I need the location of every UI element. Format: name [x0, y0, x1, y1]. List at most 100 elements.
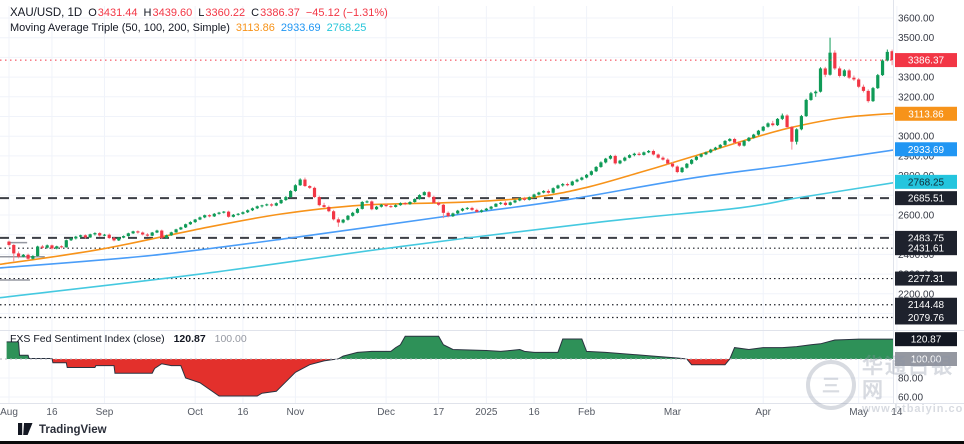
axis-badge: [895, 142, 957, 157]
candle-body: [551, 188, 555, 193]
candle-body: [50, 245, 54, 249]
candle-body: [222, 211, 226, 213]
ohlc-low: L 3360.22: [198, 7, 246, 19]
symbol-title: XAU/USD, 1D: [10, 7, 83, 19]
candle-body: [88, 234, 92, 238]
candle-body: [728, 138, 732, 141]
time-tick-label: 17: [433, 407, 445, 418]
axis-badge: [895, 271, 957, 286]
candle-body: [766, 123, 770, 127]
candle-body: [16, 253, 21, 257]
time-tick-label: Nov: [287, 407, 305, 418]
price-tick-label: 2600.00: [898, 211, 935, 222]
axis-badge: [895, 297, 957, 312]
candle-body: [184, 224, 188, 228]
candle-body: [131, 231, 135, 234]
candle-body: [355, 208, 360, 213]
candle-body: [546, 190, 551, 193]
candle-body: [503, 202, 508, 205]
candle-body: [642, 152, 646, 155]
candle-body: [518, 198, 522, 201]
candle-body: [303, 179, 307, 187]
candle-body: [432, 196, 436, 203]
candle-body: [589, 171, 593, 175]
candle-body: [713, 147, 718, 150]
axis-badge-value: 2768.25: [908, 177, 945, 188]
price-tick-label: 3000.00: [898, 132, 935, 143]
candle-body: [198, 217, 202, 220]
ohlc-close: C 3386.37: [251, 7, 300, 19]
axis-badge: [895, 241, 957, 256]
ma-legend-row[interactable]: Moving Average Triple (50, 100, 200, Sim…: [10, 21, 388, 36]
candle-body: [694, 156, 698, 160]
change-value: −45.12 (−1.31%): [305, 7, 388, 19]
time-tick-label: 2025: [475, 407, 498, 418]
candle-body: [212, 213, 216, 217]
moving-averages: [0, 112, 893, 299]
time-tick-label: 16: [529, 407, 541, 418]
axis-badge: [895, 332, 957, 347]
axis-badge-value: 2685.51: [908, 194, 945, 205]
candle-body: [69, 238, 73, 241]
candle-body: [647, 150, 651, 153]
tradingview-attribution[interactable]: TradingView: [18, 423, 107, 436]
candle-body: [441, 204, 445, 213]
candle-body: [126, 233, 130, 237]
candle-body: [580, 177, 584, 180]
candle-body: [446, 212, 450, 217]
candle-body: [74, 236, 78, 239]
candle-body: [107, 234, 111, 239]
candle-body: [775, 118, 780, 126]
axis-badge-value: 100.00: [911, 355, 942, 366]
axis-badge-value: 3386.37: [908, 56, 945, 67]
time-tick-label: Dec: [377, 407, 395, 418]
time-axis[interactable]: Aug 16 Sep Oct 16 Nov Dec 17 2025 16 Feb Mar Apr May 1…: [0, 407, 903, 418]
candle-body: [79, 235, 83, 237]
candle-body: [226, 211, 231, 217]
candle-body: [637, 153, 641, 155]
candle-body: [742, 140, 746, 146]
ma-line-sma50: [0, 112, 893, 266]
candle-body: [451, 213, 455, 217]
price-tick-label: 3300.00: [898, 73, 935, 84]
candle-body: [31, 255, 35, 259]
sentiment-outline: [6, 335, 893, 397]
indicator-tick-label: 60.00: [898, 393, 923, 404]
axis-badge-value: 2431.61: [908, 244, 945, 255]
axis-badge: [895, 310, 957, 325]
price-axis[interactable]: 3600.00 3500.00 3300.00 3200.00 3000.00 2900.…: [895, 14, 957, 404]
candle-body: [255, 206, 259, 209]
price-tick-label: 3200.00: [898, 92, 935, 103]
candle-body: [21, 254, 25, 257]
candle-body: [470, 207, 474, 210]
axis-badge-value: 2933.69: [908, 145, 945, 156]
candle-body: [112, 238, 116, 241]
axis-badge-value: 2483.75: [908, 233, 945, 244]
candle-body: [169, 232, 173, 236]
candle-body: [656, 154, 660, 158]
candle-body: [484, 208, 488, 211]
sentiment-indicator-legend[interactable]: FXS Fed Sentiment Index (close) 120.87 1…: [10, 333, 247, 345]
candle-body: [141, 232, 145, 235]
time-tick-label: Sep: [96, 407, 114, 418]
candle-body: [613, 155, 617, 164]
candle-body: [795, 129, 799, 142]
candle-body: [193, 219, 197, 223]
candle-body: [828, 52, 832, 75]
candlesticks: [7, 37, 893, 262]
sentiment-value: 120.87: [173, 333, 206, 345]
candle-body: [804, 99, 808, 117]
axis-badge-value: 2144.48: [908, 300, 945, 311]
symbol-legend-row[interactable]: XAU/USD, 1D O 3431.44 H 3439.60 L 3360.22 C…: [10, 6, 388, 21]
candle-body: [723, 140, 727, 145]
candle-body: [207, 215, 212, 217]
candle-body: [532, 194, 536, 198]
candle-body: [98, 233, 102, 236]
candle-body: [365, 201, 369, 203]
candle-body: [604, 158, 608, 163]
candle-body: [64, 240, 68, 248]
candle-body: [460, 208, 465, 211]
candle-body: [231, 214, 235, 217]
candle-body: [7, 241, 11, 245]
